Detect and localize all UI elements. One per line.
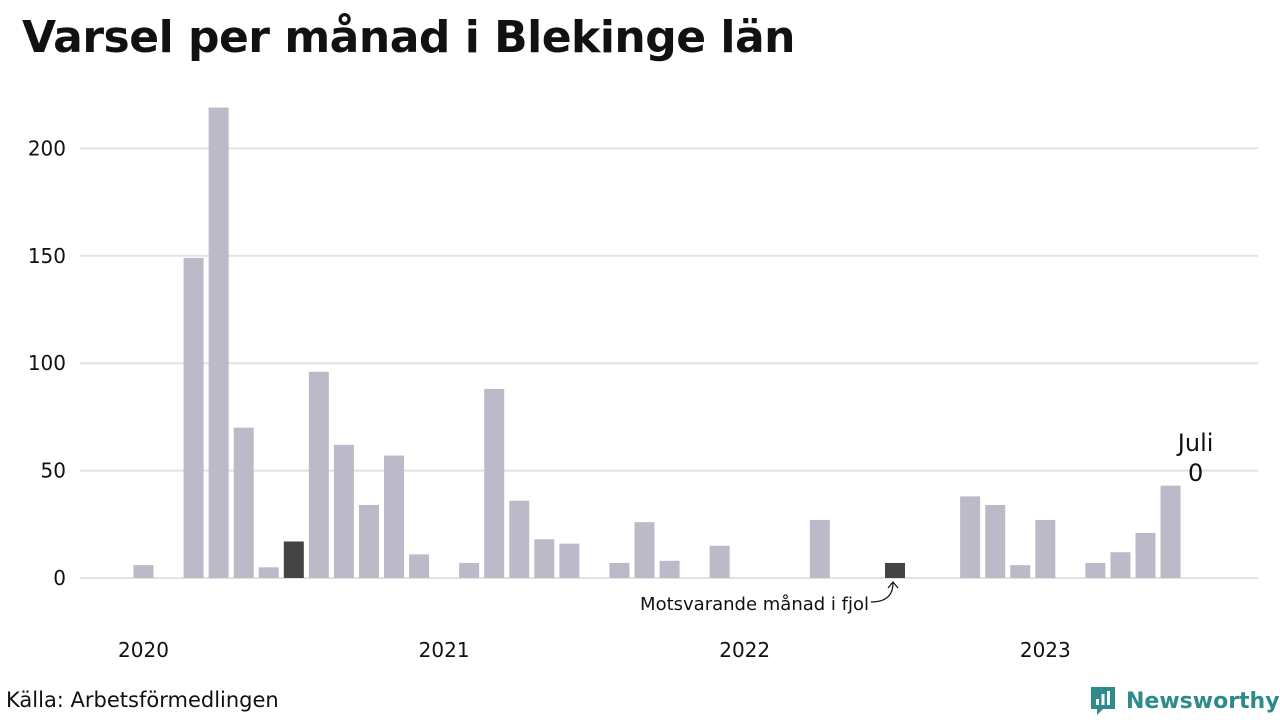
bar — [1010, 565, 1031, 578]
bar — [384, 455, 404, 578]
y-tick-label: 200 — [28, 136, 66, 160]
bar — [1160, 485, 1181, 578]
previous-year-arrow — [870, 582, 894, 603]
bar — [1035, 520, 1056, 578]
bar — [459, 562, 480, 578]
chart-title: Varsel per månad i Blekinge län — [22, 12, 795, 63]
x-tick-label: 2023 — [1020, 638, 1071, 662]
y-tick-label: 100 — [28, 351, 66, 375]
bar-chart: 0 50 100 150 200 2020 2021 2022 2023 Motsvarand… — [28, 107, 1258, 662]
y-tick-label: 150 — [28, 244, 66, 268]
bar — [1110, 552, 1131, 578]
bar — [258, 567, 279, 578]
bar — [634, 522, 655, 578]
bar — [409, 554, 430, 578]
x-axis-year-labels: 2020 2021 2022 2023 — [118, 638, 1071, 662]
bar — [985, 504, 1006, 578]
bar — [333, 444, 354, 578]
y-axis-tick-labels: 0 50 100 150 200 — [28, 136, 66, 590]
previous-year-annotation: Motsvarande månad i fjol — [640, 594, 869, 615]
newsworthy-logo-icon — [1091, 687, 1115, 715]
bar — [1085, 562, 1106, 578]
bar — [484, 388, 505, 578]
x-tick-label: 2022 — [719, 638, 770, 662]
bar — [183, 257, 204, 578]
y-tick-label: 0 — [53, 566, 66, 590]
bar-highlighted — [283, 541, 304, 578]
bar — [233, 427, 254, 578]
bars — [133, 107, 1181, 578]
bar — [609, 562, 630, 578]
brand-logo: Newsworthy — [1088, 684, 1280, 718]
bar — [133, 565, 154, 578]
bar — [960, 496, 981, 578]
current-month-label: Juli — [1176, 429, 1214, 457]
bar — [358, 504, 379, 578]
previous-year-arrowhead — [887, 581, 899, 589]
x-tick-label: 2020 — [118, 638, 169, 662]
gridlines — [80, 147, 1258, 579]
bar — [659, 560, 680, 578]
annotations: Motsvarande månad i fjol Juli 0 — [640, 429, 1213, 615]
y-tick-label: 50 — [41, 459, 66, 483]
current-value-label: 0 — [1188, 459, 1203, 487]
bar — [809, 520, 830, 578]
bar — [709, 545, 730, 578]
bar — [1135, 532, 1156, 578]
bar — [208, 107, 229, 578]
bar — [308, 371, 329, 578]
bar — [534, 539, 555, 578]
brand-name: Newsworthy — [1126, 688, 1280, 714]
x-tick-label: 2021 — [419, 638, 470, 662]
bar — [559, 543, 580, 578]
source-note: Källa: Arbetsförmedlingen — [6, 688, 279, 712]
bar — [509, 500, 530, 578]
bar-highlighted — [885, 562, 905, 578]
